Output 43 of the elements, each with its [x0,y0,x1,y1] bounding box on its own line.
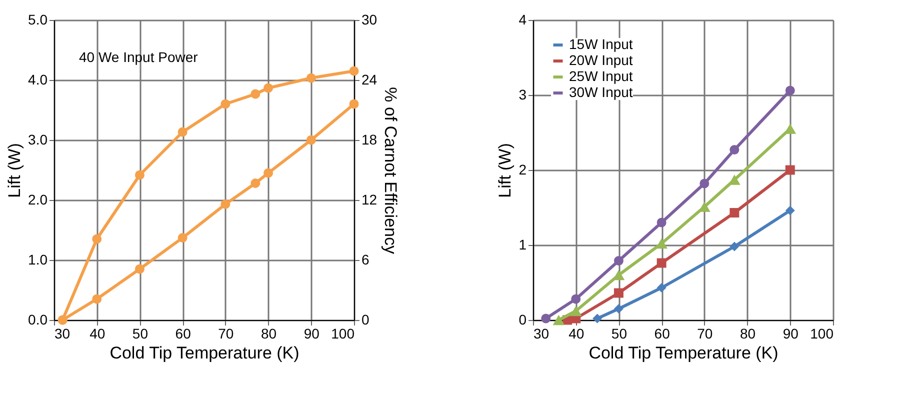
x-tick-label: 60 [175,326,192,342]
y2-tick-label: 30 [362,12,378,28]
y-tick-label: 2 [518,162,527,178]
x-tick-label: 30 [534,326,550,342]
x-tick-label: 90 [304,326,320,342]
x-tick-label: 80 [740,326,756,342]
legend-label: 25W Input [569,68,633,84]
y-tick-label: 1.0 [28,252,48,268]
x-axis-title: Cold Tip Temperature (K) [110,344,300,362]
y2-tick-label: 12 [362,192,378,208]
x-tick-label: 90 [782,326,799,342]
y-tick-label: 3.0 [28,132,48,148]
x-tick-label: 100 [810,326,834,342]
y2-axis-title: % of Carnot Efficiency [381,87,400,254]
x-tick-label: 80 [260,326,277,342]
y-tick-label: 4 [518,12,527,28]
y-axis-title: Lift (W) [496,143,515,198]
legend-label: 20W Input [569,52,633,68]
y-tick-label: 5.0 [28,12,48,28]
x-tick-label: 70 [218,326,234,342]
y-tick-label: 1 [518,236,527,252]
x-tick-label: 50 [132,326,148,342]
legend-label: 15W Input [569,36,633,52]
y2-tick-label: 24 [362,72,378,88]
y-tick-label: 0 [518,312,527,328]
y-tick-label: 2.0 [28,192,48,208]
annotation: 40 We Input Power [79,49,198,65]
x-tick-label: 40 [568,326,584,342]
y2-tick-label: 0 [362,312,370,328]
x-tick-label: 30 [54,326,70,342]
y-tick-label: 0.0 [28,312,48,328]
x-tick-label: 60 [654,326,670,342]
x-tick-label: 70 [697,326,713,342]
y2-tick-label: 6 [362,252,370,268]
y-tick-label: 4.0 [28,72,48,88]
legend-label: 30W Input [569,84,633,100]
x-tick-label: 50 [611,326,628,342]
y-axis-title: Lift (W) [5,143,24,198]
x-tick-label: 40 [90,326,106,342]
y-tick-label: 3 [518,86,527,102]
x-tick-label: 100 [331,326,355,342]
x-axis-title: Cold Tip Temperature (K) [588,344,778,362]
y2-tick-label: 18 [362,132,378,148]
